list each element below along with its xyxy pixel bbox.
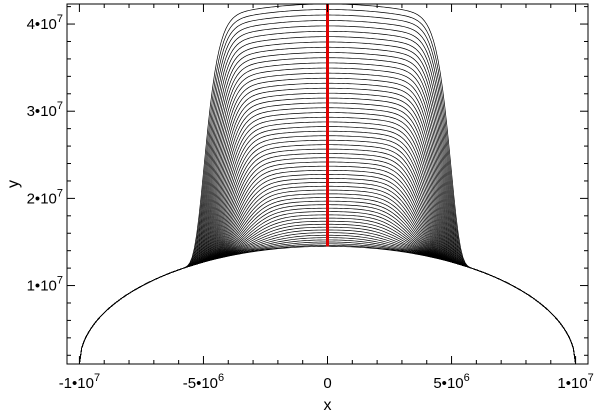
y-tick-label-2: 3•107	[27, 100, 63, 120]
curve-8	[79, 232, 576, 365]
curve-2	[79, 244, 576, 365]
y-tick-label-1: 2•107	[27, 187, 63, 207]
curve-3	[79, 243, 576, 365]
y-tick-label-3: 4•107	[27, 13, 63, 33]
curve-7	[79, 234, 576, 365]
tick-marks	[67, 4, 588, 364]
curve-4	[79, 241, 576, 365]
y-axis-title: y	[5, 180, 22, 188]
x-tick-label-4: 1•107	[557, 372, 593, 392]
curve-1	[79, 245, 576, 365]
curve-5	[79, 239, 576, 365]
x-tick-label-1: -5•106	[183, 372, 224, 392]
y-tick-labels: 1•107 2•107 3•107 4•107	[27, 13, 63, 295]
x-tick-labels: -1•107 -5•106 0 5•106 1•107	[59, 372, 594, 392]
x-tick-label-2: 0	[323, 375, 331, 392]
y-tick-label-0: 1•107	[27, 275, 63, 295]
x-axis-title: x	[324, 397, 332, 413]
curve-9	[79, 229, 576, 365]
x-tick-label-0: -1•107	[59, 372, 100, 392]
curve-10	[79, 226, 576, 365]
curve-6	[79, 237, 576, 365]
x-tick-label-3: 5•106	[433, 372, 469, 392]
